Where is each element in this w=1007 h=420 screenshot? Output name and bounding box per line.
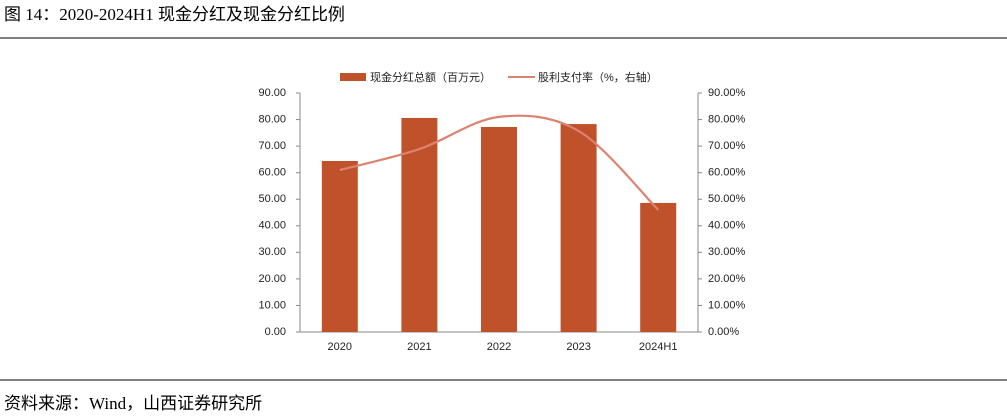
y2-tick-label: 90.00% [708, 87, 746, 99]
legend-label: 股利支付率（%，右轴） [538, 70, 658, 84]
y-tick-label: 50.00 [258, 193, 286, 205]
x-tick-label: 2023 [566, 341, 590, 353]
y2-tick-label: 50.00% [708, 193, 746, 205]
y2-tick-label: 20.00% [708, 273, 746, 285]
x-tick-label: 2024H1 [639, 341, 678, 353]
y-tick-label: 60.00 [258, 167, 286, 179]
legend-swatch [340, 73, 366, 81]
x-tick-label: 2021 [407, 341, 431, 353]
y-tick-label: 70.00 [258, 140, 286, 152]
y2-tick-label: 0.00% [708, 326, 739, 338]
y-tick-label: 90.00 [258, 87, 286, 99]
y2-tick-label: 40.00% [708, 220, 746, 232]
y-tick-label: 40.00 [258, 220, 286, 232]
chart-title: 图 14：2020-2024H1 现金分红及现金分红比例 [4, 5, 345, 24]
y2-tick-label: 80.00% [708, 113, 746, 125]
y-tick-label: 80.00 [258, 113, 286, 125]
x-tick-label: 2020 [328, 341, 352, 353]
y2-tick-label: 70.00% [708, 140, 746, 152]
bar [321, 160, 358, 332]
y2-tick-label: 60.00% [708, 167, 746, 179]
x-tick-label: 2022 [487, 341, 511, 353]
y-tick-label: 20.00 [258, 273, 286, 285]
line [339, 114, 659, 211]
y2-tick-label: 10.00% [708, 299, 746, 311]
bar [640, 202, 677, 332]
source: 资料来源：Wind，山西证券研究所 [4, 394, 262, 413]
bar [481, 126, 517, 332]
legend-label: 现金分红总额（百万元） [370, 70, 491, 84]
y2-tick-label: 30.00% [708, 246, 746, 258]
y-tick-label: 0.00 [265, 326, 286, 338]
y-tick-label: 10.00 [258, 299, 286, 311]
y-tick-label: 30.00 [258, 246, 286, 258]
bar [560, 124, 597, 332]
